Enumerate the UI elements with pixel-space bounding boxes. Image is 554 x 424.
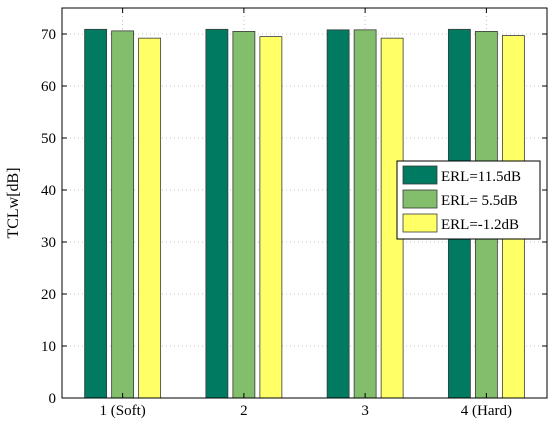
y-tick-label: 50 [41,131,56,147]
y-axis-label: TCLw[dB] [5,167,22,238]
bar-1-2 [205,28,229,399]
legend-label-1: ERL=11.5dB [441,169,521,185]
bar-2-3 [353,29,377,399]
bar-1-1 [84,28,108,399]
legend-swatch-1 [402,165,438,185]
bar-3-1 [138,37,162,399]
bars [84,28,525,399]
x-tick-label: 1 (Soft) [100,403,146,419]
legend-label-3: ERL=-1.2dB [441,217,519,233]
legend-swatch-2 [402,189,438,209]
bar-1-3 [326,29,350,399]
bar-2-2 [232,30,256,399]
x-tick-label: 3 [361,403,369,419]
y-tick-label: 70 [41,27,56,43]
y-tick-label: 30 [41,235,56,251]
legend-label-2: ERL= 5.5dB [441,193,518,209]
legend-swatch-3 [402,213,438,233]
bar-2-1 [111,30,135,399]
axis-ticks: 0 10 20 30 40 50 60 70 1 (Soft) 2 3 4 (Hard) [41,8,547,419]
y-tick-label: 10 [41,339,56,355]
bar-3-2 [259,36,283,399]
x-tick-label: 2 [240,403,248,419]
y-tick-label: 60 [41,79,56,95]
legend: ERL=11.5dB ERL= 5.5dB ERL=-1.2dB [396,160,541,240]
plot-area-frame [61,7,548,399]
y-tick-label: 0 [49,391,57,407]
y-tick-label: 40 [41,183,56,199]
y-tick-label: 20 [41,287,56,303]
x-tick-label: 4 (Hard) [461,403,512,419]
